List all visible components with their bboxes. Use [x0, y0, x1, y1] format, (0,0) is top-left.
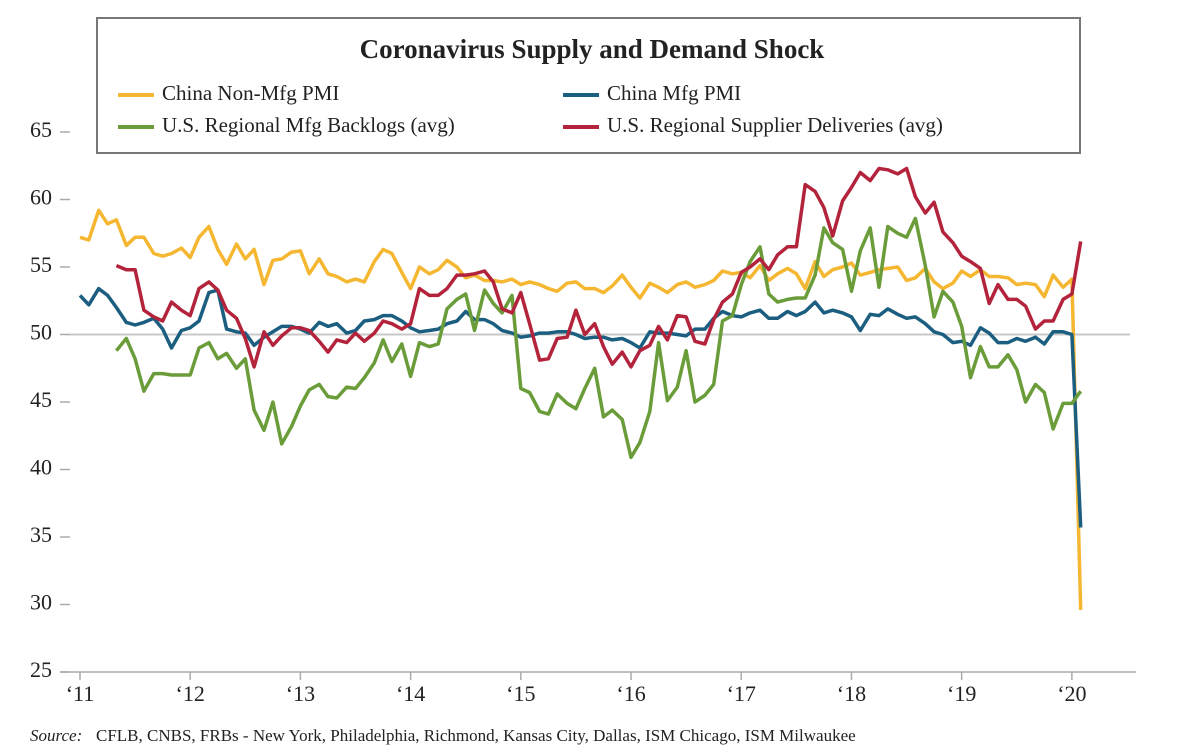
y-tick-label: 45	[30, 387, 52, 412]
legend-label: China Non-Mfg PMI	[162, 81, 339, 105]
y-tick-label: 60	[30, 185, 52, 210]
y-tick-label: 30	[30, 590, 52, 615]
x-tick-label: ‘17	[727, 681, 756, 706]
y-tick-label: 55	[30, 252, 52, 277]
series-line	[115, 166, 1083, 369]
legend-label: U.S. Regional Supplier Deliveries (avg)	[607, 113, 943, 137]
legend-box	[96, 17, 1081, 154]
x-tick-label: ‘20	[1057, 681, 1086, 706]
x-tick-label: ‘13	[286, 681, 315, 706]
x-tick-label: ‘19	[947, 681, 976, 706]
legend-label: U.S. Regional Mfg Backlogs (avg)	[162, 113, 455, 137]
series-line	[79, 208, 1083, 610]
chart-title: Coronavirus Supply and Demand Shock	[360, 34, 825, 64]
source-label: Source:	[30, 726, 82, 745]
x-tick-label: ‘11	[66, 681, 95, 706]
legend-label: China Mfg PMI	[607, 81, 741, 105]
series-line	[115, 216, 1083, 460]
y-tick-label: 65	[30, 117, 52, 142]
x-tick-label: ‘12	[176, 681, 205, 706]
source: CFLB, CNBS, FRBs - New York, Philadelphi…	[96, 726, 856, 745]
y-tick-label: 35	[30, 522, 52, 547]
series-line	[78, 286, 1083, 528]
x-tick-label: ‘15	[506, 681, 535, 706]
x-tick-label: ‘18	[837, 681, 866, 706]
x-tick-label: ‘16	[616, 681, 645, 706]
y-tick-label: 25	[30, 657, 52, 682]
y-tick-label: 40	[30, 455, 52, 480]
y-tick-label: 50	[30, 320, 52, 345]
x-tick-label: ‘14	[396, 681, 425, 706]
